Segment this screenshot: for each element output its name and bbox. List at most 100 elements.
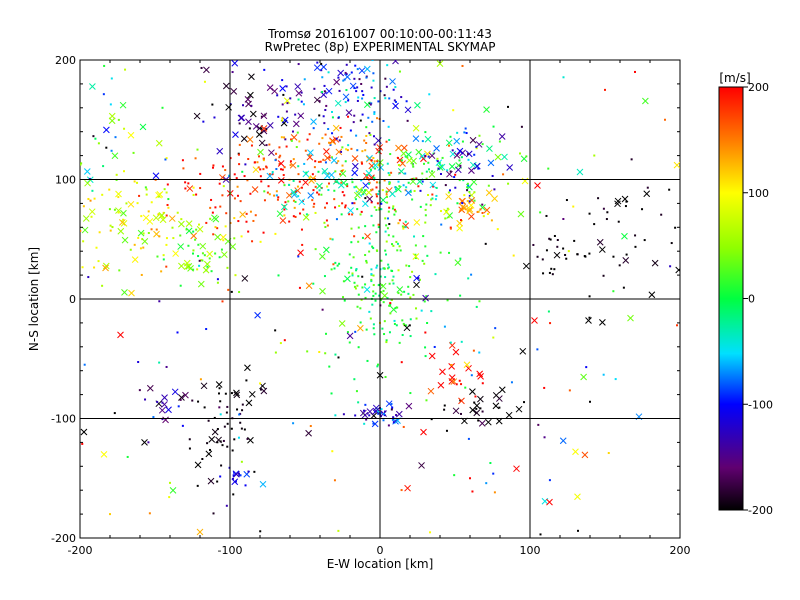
- dot-marker: [218, 406, 221, 409]
- dot-marker: [379, 298, 382, 301]
- dot-marker: [431, 197, 434, 200]
- dot-marker: [325, 219, 328, 222]
- dot-marker: [439, 251, 442, 254]
- dot-marker: [380, 284, 383, 287]
- dot-marker: [393, 322, 396, 325]
- x-marker: [139, 123, 147, 131]
- dot-marker: [475, 305, 478, 308]
- dot-marker: [365, 134, 368, 137]
- dot-marker: [380, 411, 383, 414]
- dot-marker: [337, 356, 340, 359]
- x-marker: [477, 373, 484, 380]
- x-marker: [178, 394, 185, 401]
- dot-marker: [375, 266, 378, 269]
- dot-marker: [393, 208, 396, 211]
- dot-marker: [230, 290, 233, 293]
- dot-marker: [372, 422, 375, 425]
- x-marker: [297, 112, 305, 120]
- x-marker: [324, 172, 331, 180]
- dot-marker: [165, 214, 168, 217]
- dot-marker: [240, 235, 243, 238]
- dot-marker: [373, 160, 376, 163]
- dot-marker: [634, 234, 637, 237]
- dot-marker: [287, 183, 290, 186]
- x-marker: [505, 411, 513, 419]
- dot-marker: [233, 173, 236, 176]
- dot-marker: [233, 471, 236, 474]
- dot-marker: [344, 71, 347, 74]
- x-marker: [412, 135, 420, 143]
- x-marker: [115, 190, 122, 198]
- dot-marker: [260, 115, 263, 118]
- dot-marker: [156, 255, 159, 258]
- dot-marker: [520, 125, 523, 128]
- dot-marker: [344, 206, 347, 209]
- dot-marker: [241, 403, 244, 406]
- dot-marker: [486, 212, 489, 215]
- dot-marker: [284, 201, 287, 204]
- dot-marker: [523, 401, 526, 404]
- dot-marker: [438, 161, 441, 164]
- dot-marker: [340, 181, 343, 184]
- dot-marker: [532, 243, 535, 246]
- x-marker: [302, 179, 309, 186]
- x-marker: [396, 156, 404, 164]
- dot-marker: [218, 387, 221, 390]
- dot-marker: [446, 207, 449, 210]
- x-marker: [203, 260, 211, 268]
- x-marker: [559, 437, 567, 445]
- x-marker: [329, 138, 337, 146]
- x-marker: [389, 190, 396, 198]
- x-marker: [231, 60, 239, 67]
- dot-marker: [437, 167, 440, 170]
- dot-marker: [122, 218, 125, 221]
- dot-marker: [444, 217, 447, 220]
- x-marker: [324, 154, 331, 162]
- x-marker: [277, 177, 285, 184]
- dot-marker: [388, 97, 391, 100]
- dot-marker: [314, 160, 317, 163]
- dot-marker: [551, 273, 554, 276]
- dot-marker: [447, 191, 450, 194]
- dot-marker: [556, 245, 559, 248]
- dot-marker: [212, 233, 215, 236]
- dot-marker: [430, 310, 433, 313]
- dot-marker: [341, 146, 344, 149]
- x-marker: [458, 397, 465, 405]
- dot-marker: [359, 307, 362, 310]
- dot-marker: [340, 135, 343, 138]
- dot-marker: [224, 225, 227, 228]
- dot-marker: [365, 76, 368, 79]
- dot-marker: [164, 158, 167, 161]
- dot-marker: [378, 411, 381, 414]
- dot-marker: [196, 148, 199, 151]
- x-marker: [410, 157, 417, 165]
- dot-marker: [385, 195, 388, 198]
- dot-marker: [199, 187, 202, 190]
- dot-marker: [370, 102, 373, 105]
- dot-marker: [338, 262, 341, 265]
- dot-marker: [213, 416, 216, 419]
- x-marker: [413, 219, 421, 226]
- dot-marker: [370, 280, 373, 283]
- dot-marker: [110, 149, 113, 152]
- dot-marker: [187, 244, 190, 247]
- dot-marker: [313, 87, 316, 90]
- dot-marker: [398, 341, 401, 344]
- dot-marker: [203, 254, 206, 257]
- x-marker: [279, 217, 287, 224]
- x-marker: [452, 348, 460, 356]
- x-marker: [395, 185, 402, 193]
- dot-marker: [426, 254, 429, 257]
- dot-marker: [216, 441, 219, 444]
- dot-marker: [274, 232, 277, 235]
- dot-marker: [263, 190, 266, 193]
- dot-marker: [421, 140, 424, 143]
- x-marker: [81, 226, 89, 234]
- x-marker: [128, 289, 135, 297]
- dot-marker: [446, 169, 449, 172]
- dot-marker: [102, 165, 105, 168]
- dot-marker: [404, 226, 407, 229]
- dot-marker: [476, 210, 479, 213]
- x-marker: [230, 88, 238, 95]
